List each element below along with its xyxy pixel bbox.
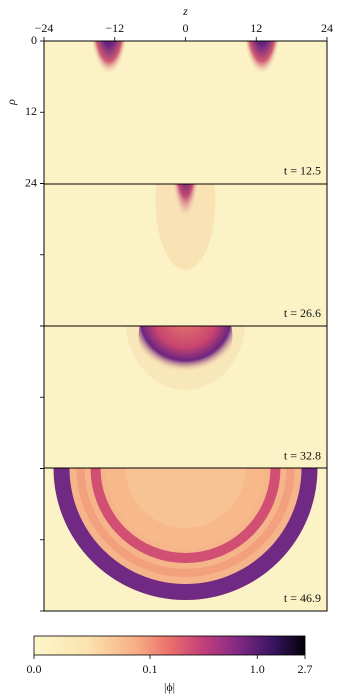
panel-label: t = 32.8 [284, 448, 321, 462]
colorbar-label: |ϕ| [164, 680, 175, 694]
x-tick-label: −24 [35, 21, 54, 35]
panel-label: t = 12.5 [284, 163, 321, 177]
y-tick-label: 24 [25, 175, 37, 189]
panel-label: t = 46.9 [284, 591, 321, 605]
colorbar-tick-label: 0.1 [142, 662, 157, 676]
x-tick-label: −12 [105, 21, 124, 35]
colorbar-tick-label: 2.7 [298, 662, 313, 676]
colorbar [33, 635, 306, 656]
colorbar-tick-label: 0.0 [27, 662, 42, 676]
x-tick-label: 0 [183, 21, 189, 35]
panel-label: t = 26.6 [284, 306, 321, 320]
y-axis-label: ρ [4, 99, 18, 106]
x-axis-label: z [182, 4, 188, 18]
x-tick-label: 24 [321, 21, 333, 35]
colorbar-tick-label: 1.0 [250, 662, 265, 676]
y-tick-label: 12 [25, 104, 37, 118]
y-tick-label: 0 [31, 33, 37, 47]
x-tick-label: 12 [250, 21, 262, 35]
